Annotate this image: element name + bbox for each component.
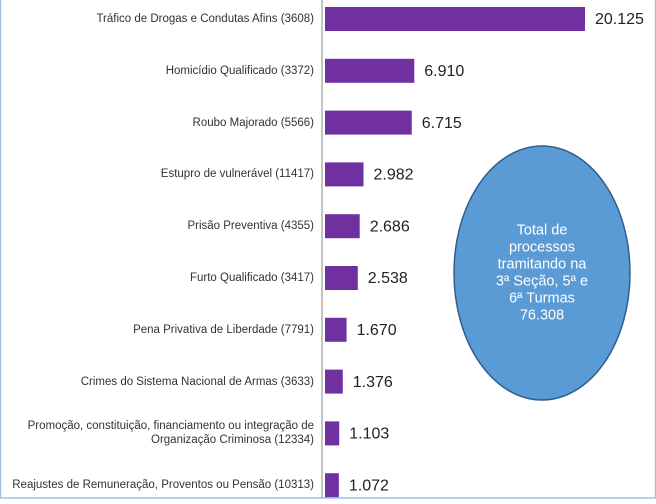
value-label: 2.686 [370, 218, 410, 235]
category-label: Crimes do Sistema Nacional de Armas (363… [80, 375, 314, 388]
category-label: Homicídio Qualificado (3372) [165, 64, 314, 77]
category-label: Reajustes de Remuneração, Proventos ou P… [12, 479, 314, 492]
annotation-text: tramitando na [498, 256, 588, 272]
bar [325, 214, 360, 239]
bar [325, 317, 347, 342]
category-label: Pena Privativa de Liberdade (7791) [133, 323, 314, 336]
annotation-text: Total de [517, 222, 568, 238]
annotation-total: 76.308 [520, 307, 564, 323]
bar [325, 7, 585, 31]
value-label: 1.376 [353, 374, 393, 391]
bar [325, 110, 412, 135]
value-label: 6.910 [424, 63, 464, 80]
category-label: Tráfico de Drogas e Condutas Afins (3608… [96, 13, 314, 25]
bar [325, 266, 358, 290]
category-label: Promoção, constituição, financiamento ou… [27, 420, 314, 447]
category-label: Roubo Majorado (5566) [192, 116, 314, 129]
bar [325, 58, 415, 83]
annotation-ellipse [453, 145, 631, 401]
category-label: Prisão Preventiva (4355) [187, 220, 314, 233]
value-label: 2.982 [374, 167, 414, 184]
value-label: 2.538 [368, 270, 408, 287]
bar [325, 421, 340, 446]
category-label: Furto Qualificado (3417) [189, 272, 314, 284]
value-label: 1.670 [357, 322, 397, 339]
value-label: 20.125 [595, 11, 644, 28]
value-label: 6.715 [422, 115, 462, 132]
category-label: Estupro de vulnerável (11417) [160, 168, 314, 181]
annotation-text: 6ª Turmas [509, 290, 575, 306]
annotation-text: processos [509, 239, 575, 255]
value-label: 1.072 [349, 477, 389, 494]
bar [325, 369, 343, 394]
value-label: 1.103 [349, 426, 389, 443]
bar [325, 473, 339, 498]
bar [325, 162, 364, 187]
annotation-text: 3ª Seção, 5ª e [496, 273, 588, 289]
